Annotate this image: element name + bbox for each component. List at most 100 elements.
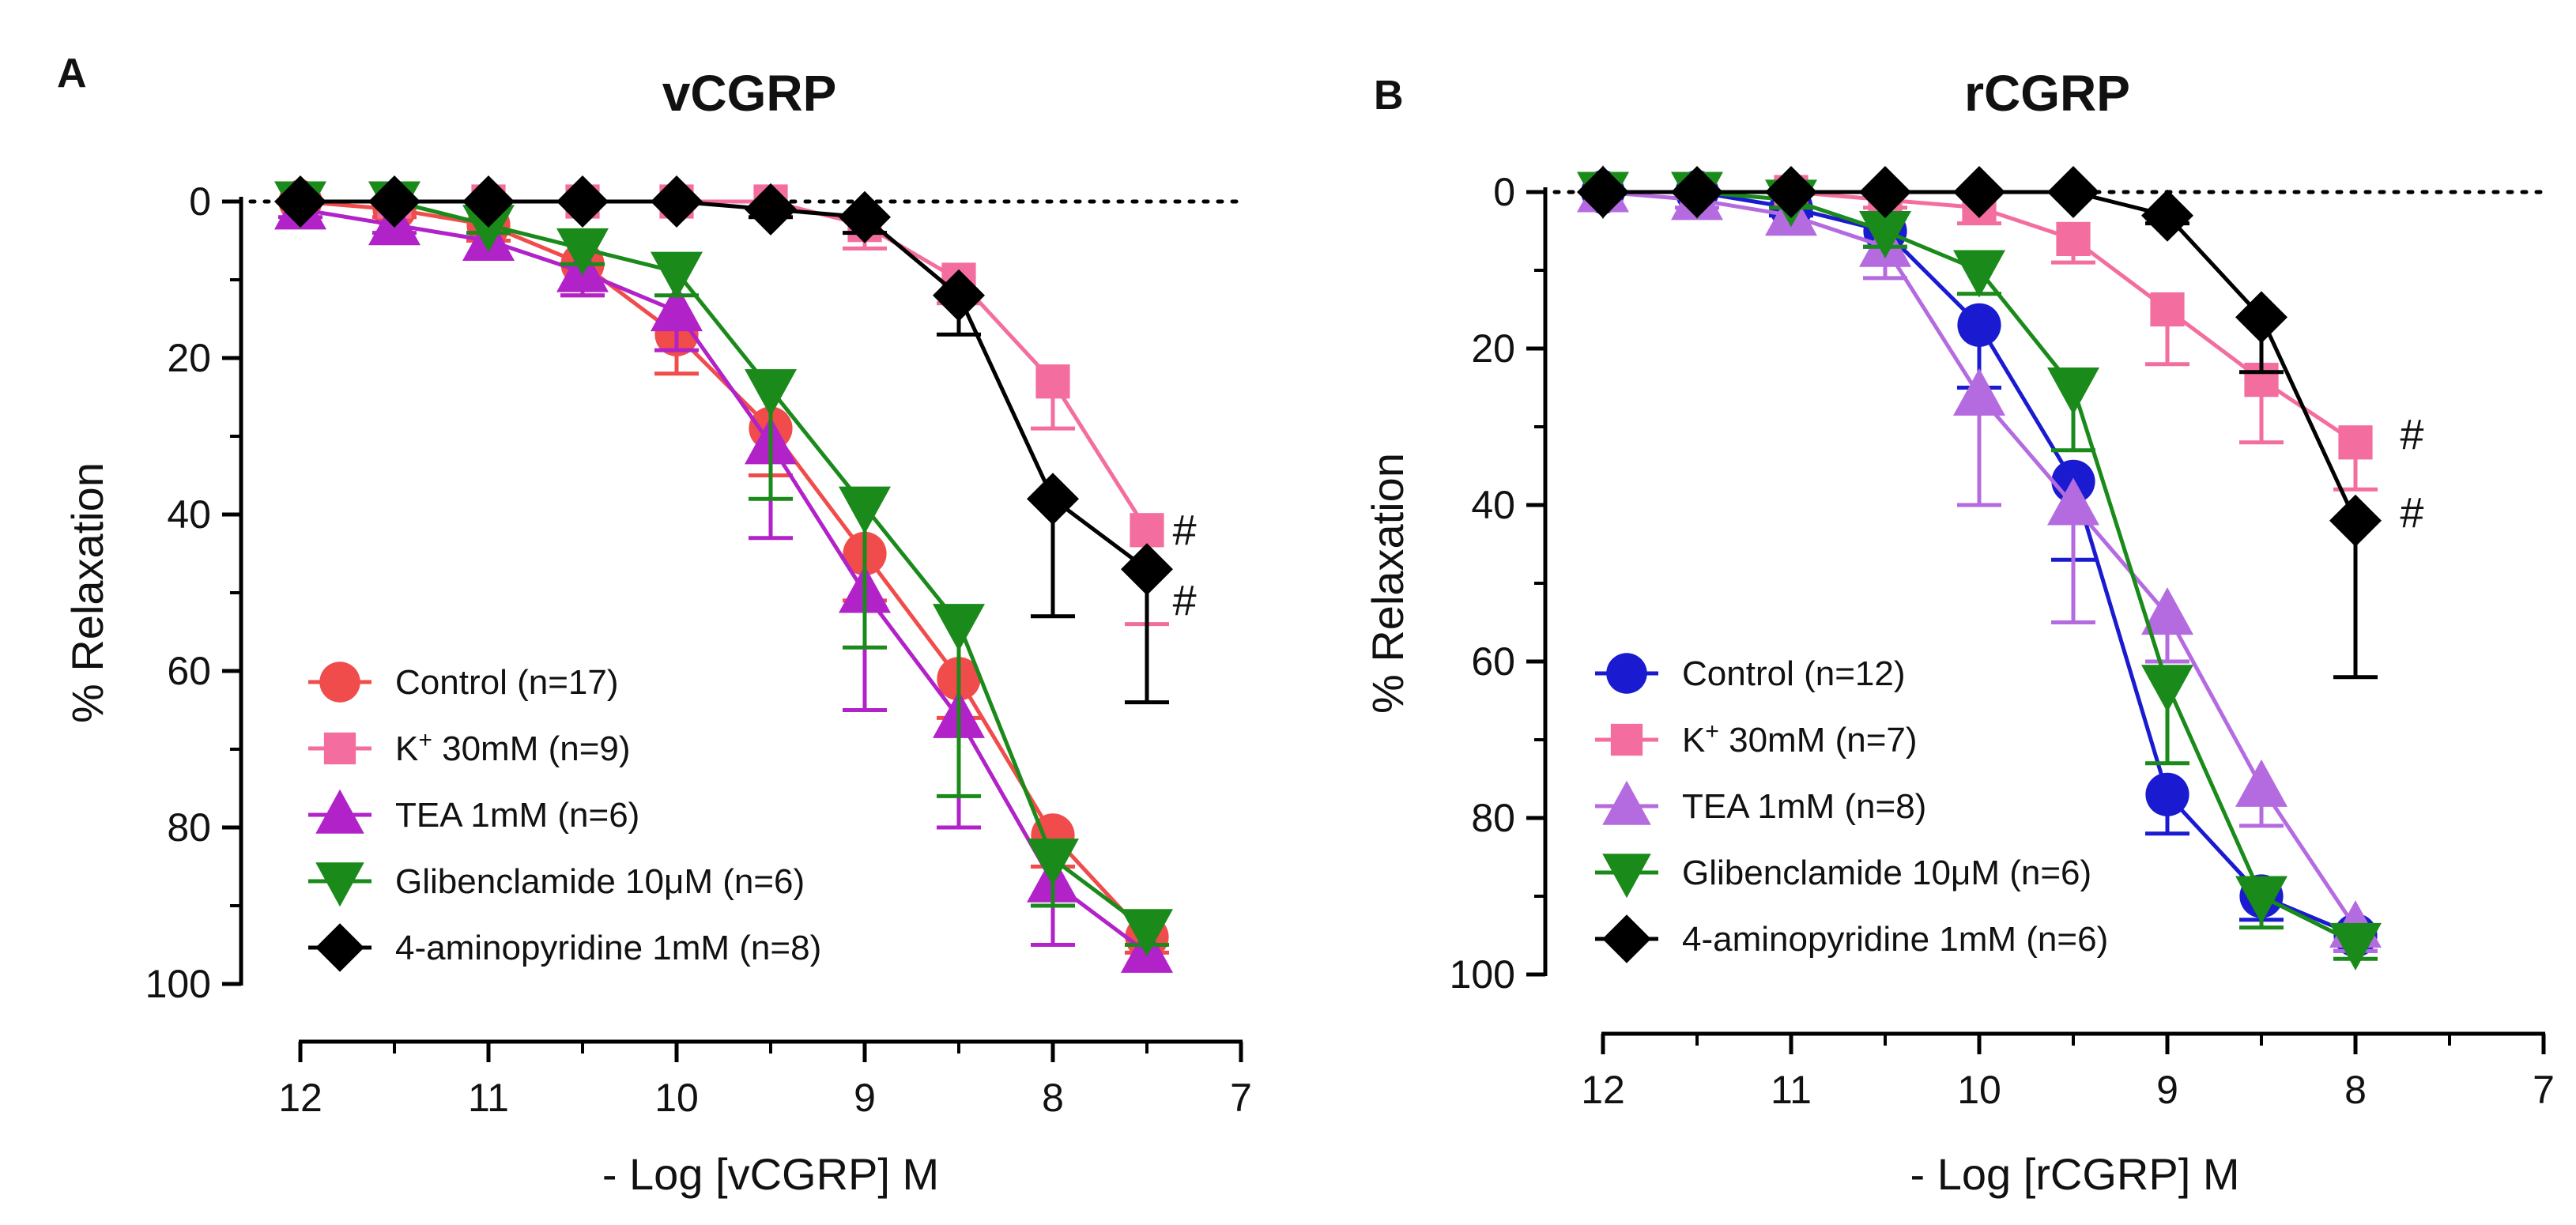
panel-b-data-point xyxy=(2047,368,2099,415)
panel-a-legend-item: 4-aminopyridine 1mM (n=8) xyxy=(308,923,821,972)
panel-b-data-point xyxy=(2047,477,2099,526)
panel-a-data-point xyxy=(556,228,609,276)
panel-b-data-point xyxy=(2235,759,2287,807)
panel-a-x-tick-label: 11 xyxy=(468,1076,509,1120)
panel-b-data-point xyxy=(2329,922,2382,971)
panel-b-y-tick-label: 40 xyxy=(1471,483,1515,527)
panel-b-legend-marker xyxy=(1602,780,1651,825)
panel-a-significance-marker: # xyxy=(1173,507,1197,554)
panel-a-series-4 xyxy=(274,181,1173,957)
panel-b-legend-text: K+ 30mM (n=7) xyxy=(1682,718,1918,760)
panel-a-data-point xyxy=(1121,909,1173,957)
panel-a-series-line xyxy=(300,207,1148,955)
panel-a-x-tick-label: 7 xyxy=(1230,1076,1252,1120)
panel-b-data-point xyxy=(2141,587,2193,635)
panel-a-legend-text: TEA 1mM (n=6) xyxy=(395,796,639,835)
panel-b-legend-text: Control (n=12) xyxy=(1682,654,1905,693)
panel-a-legend-marker xyxy=(315,789,364,834)
panel-a-legend-marker xyxy=(319,662,360,703)
panel-b-data-point xyxy=(2141,189,2193,242)
panel-b-legend-marker xyxy=(1602,854,1651,899)
panel-b-legend: Control (n=12) K+ 30mM (n=7) TEA 1mM (n=8)… xyxy=(1595,653,2108,963)
panel-a-significance-marker: # xyxy=(1173,577,1197,624)
panel-b-x-tick-label: 10 xyxy=(1957,1068,2001,1112)
panel-a-legend-item: Control (n=17) xyxy=(308,662,618,703)
panel-a-x-tick-label: 12 xyxy=(278,1076,322,1120)
panel-b-data-point xyxy=(2338,425,2373,460)
panel-b-data-point xyxy=(1859,166,1911,218)
panel-b-y-axis-title: % Relaxation xyxy=(1363,453,1412,714)
panel-a-legend-text: 4-aminopyridine 1mM (n=8) xyxy=(395,929,821,967)
panel-a-data-point xyxy=(745,369,797,417)
panel-a-data-point xyxy=(1027,839,1079,887)
panel-b-significance-marker: # xyxy=(2400,489,2423,537)
panel-a-data-point xyxy=(745,183,797,236)
panel-a-data-point xyxy=(368,175,421,228)
panel-a-x-axis-title: - Log [vCGRP] M xyxy=(602,1149,939,1199)
panel-b-x-tick-label: 9 xyxy=(2156,1068,2178,1112)
panel-a-legend-text: Glibenclamide 10μM (n=6) xyxy=(395,862,805,901)
panel-a-series-line xyxy=(300,199,1148,571)
panel-b-data-point xyxy=(2047,166,2099,218)
panel-a-y-tick-label: 100 xyxy=(145,962,211,1006)
panel-a-data-point xyxy=(1130,513,1164,548)
panel-b-legend-item: Glibenclamide 10μM (n=6) xyxy=(1595,854,2091,899)
panel-b-data-point xyxy=(1765,166,1817,218)
panel-b-title: rCGRP xyxy=(1964,65,2130,122)
panel-a-y-tick-label: 40 xyxy=(167,492,211,537)
panel-a-legend-marker xyxy=(323,732,356,765)
panel-b-x-tick-label: 11 xyxy=(1771,1068,1812,1112)
panel-a-data-point xyxy=(651,175,703,228)
panel-a-data-point xyxy=(274,175,326,228)
panel-a-data-point xyxy=(933,604,985,652)
panel-b-data-point xyxy=(2141,665,2193,713)
panel-b-legend-marker xyxy=(1606,653,1647,694)
panel-b-y-tick-label: 60 xyxy=(1471,639,1515,684)
panel-b-legend-item: 4-aminopyridine 1mM (n=6) xyxy=(1595,914,2108,963)
panel-a-series-line xyxy=(300,199,1149,532)
panel-a-y-tick-label: 20 xyxy=(167,336,211,380)
panel-a-legend-marker xyxy=(315,923,364,972)
panel-a-legend-item: Glibenclamide 10μM (n=6) xyxy=(308,862,805,907)
panel-a-data-point xyxy=(839,190,891,243)
panel-a-data-point xyxy=(1035,364,1070,399)
panel-a-data-point xyxy=(933,269,985,322)
panel-b-data-point xyxy=(1671,166,1723,218)
panel-a-data-point xyxy=(1027,473,1079,526)
panel-a-legend-item: K+ 30mM (n=9) xyxy=(308,727,631,768)
panel-a-series-line xyxy=(300,199,1148,939)
panel-a-data-point xyxy=(556,175,609,228)
panel-b-x-tick-label: 8 xyxy=(2344,1068,2367,1112)
panel-a-data-point xyxy=(462,205,515,253)
panel-a-y-tick-label: 60 xyxy=(167,649,211,693)
panel-a-series-5 xyxy=(274,175,1173,705)
panel-a-data-point xyxy=(839,486,891,534)
panel-b-label: B xyxy=(1374,73,1404,119)
panel-a-x-tick-label: 9 xyxy=(854,1076,876,1120)
panel-a-y-tick-label: 80 xyxy=(167,805,211,850)
panel-a-data-point xyxy=(462,175,515,228)
panel-b-data-point xyxy=(2145,772,2189,816)
panel-b-legend-item: TEA 1mM (n=8) xyxy=(1595,780,1926,826)
panel-b-series-4 xyxy=(1577,172,2382,971)
panel-a-y-tick-label: 0 xyxy=(189,179,211,224)
panel-b-y-tick-label: 80 xyxy=(1471,796,1515,840)
panel-b-data-point xyxy=(1953,250,2005,298)
panel-b-y-tick-label: 20 xyxy=(1471,326,1515,371)
panel-a-legend-item: TEA 1mM (n=6) xyxy=(308,789,639,835)
panel-a-series-2 xyxy=(283,184,1169,627)
panel-b-significance-marker: # xyxy=(2400,411,2423,458)
panel-b-data-point xyxy=(2235,876,2287,924)
panel-b-data-point xyxy=(1957,303,2001,347)
panel-b-legend-text: Glibenclamide 10μM (n=6) xyxy=(1682,854,2091,892)
panel-b-legend-marker xyxy=(1610,723,1643,756)
panel-a-data-point xyxy=(1121,543,1173,596)
panel-a-legend-text: Control (n=17) xyxy=(395,663,618,702)
panel-a-title: vCGRP xyxy=(662,65,837,122)
panel-b-data-point xyxy=(2056,221,2091,256)
panel-b-x-axis-title: - Log [rCGRP] M xyxy=(1910,1149,2240,1199)
panel-a-data-point xyxy=(651,251,703,300)
